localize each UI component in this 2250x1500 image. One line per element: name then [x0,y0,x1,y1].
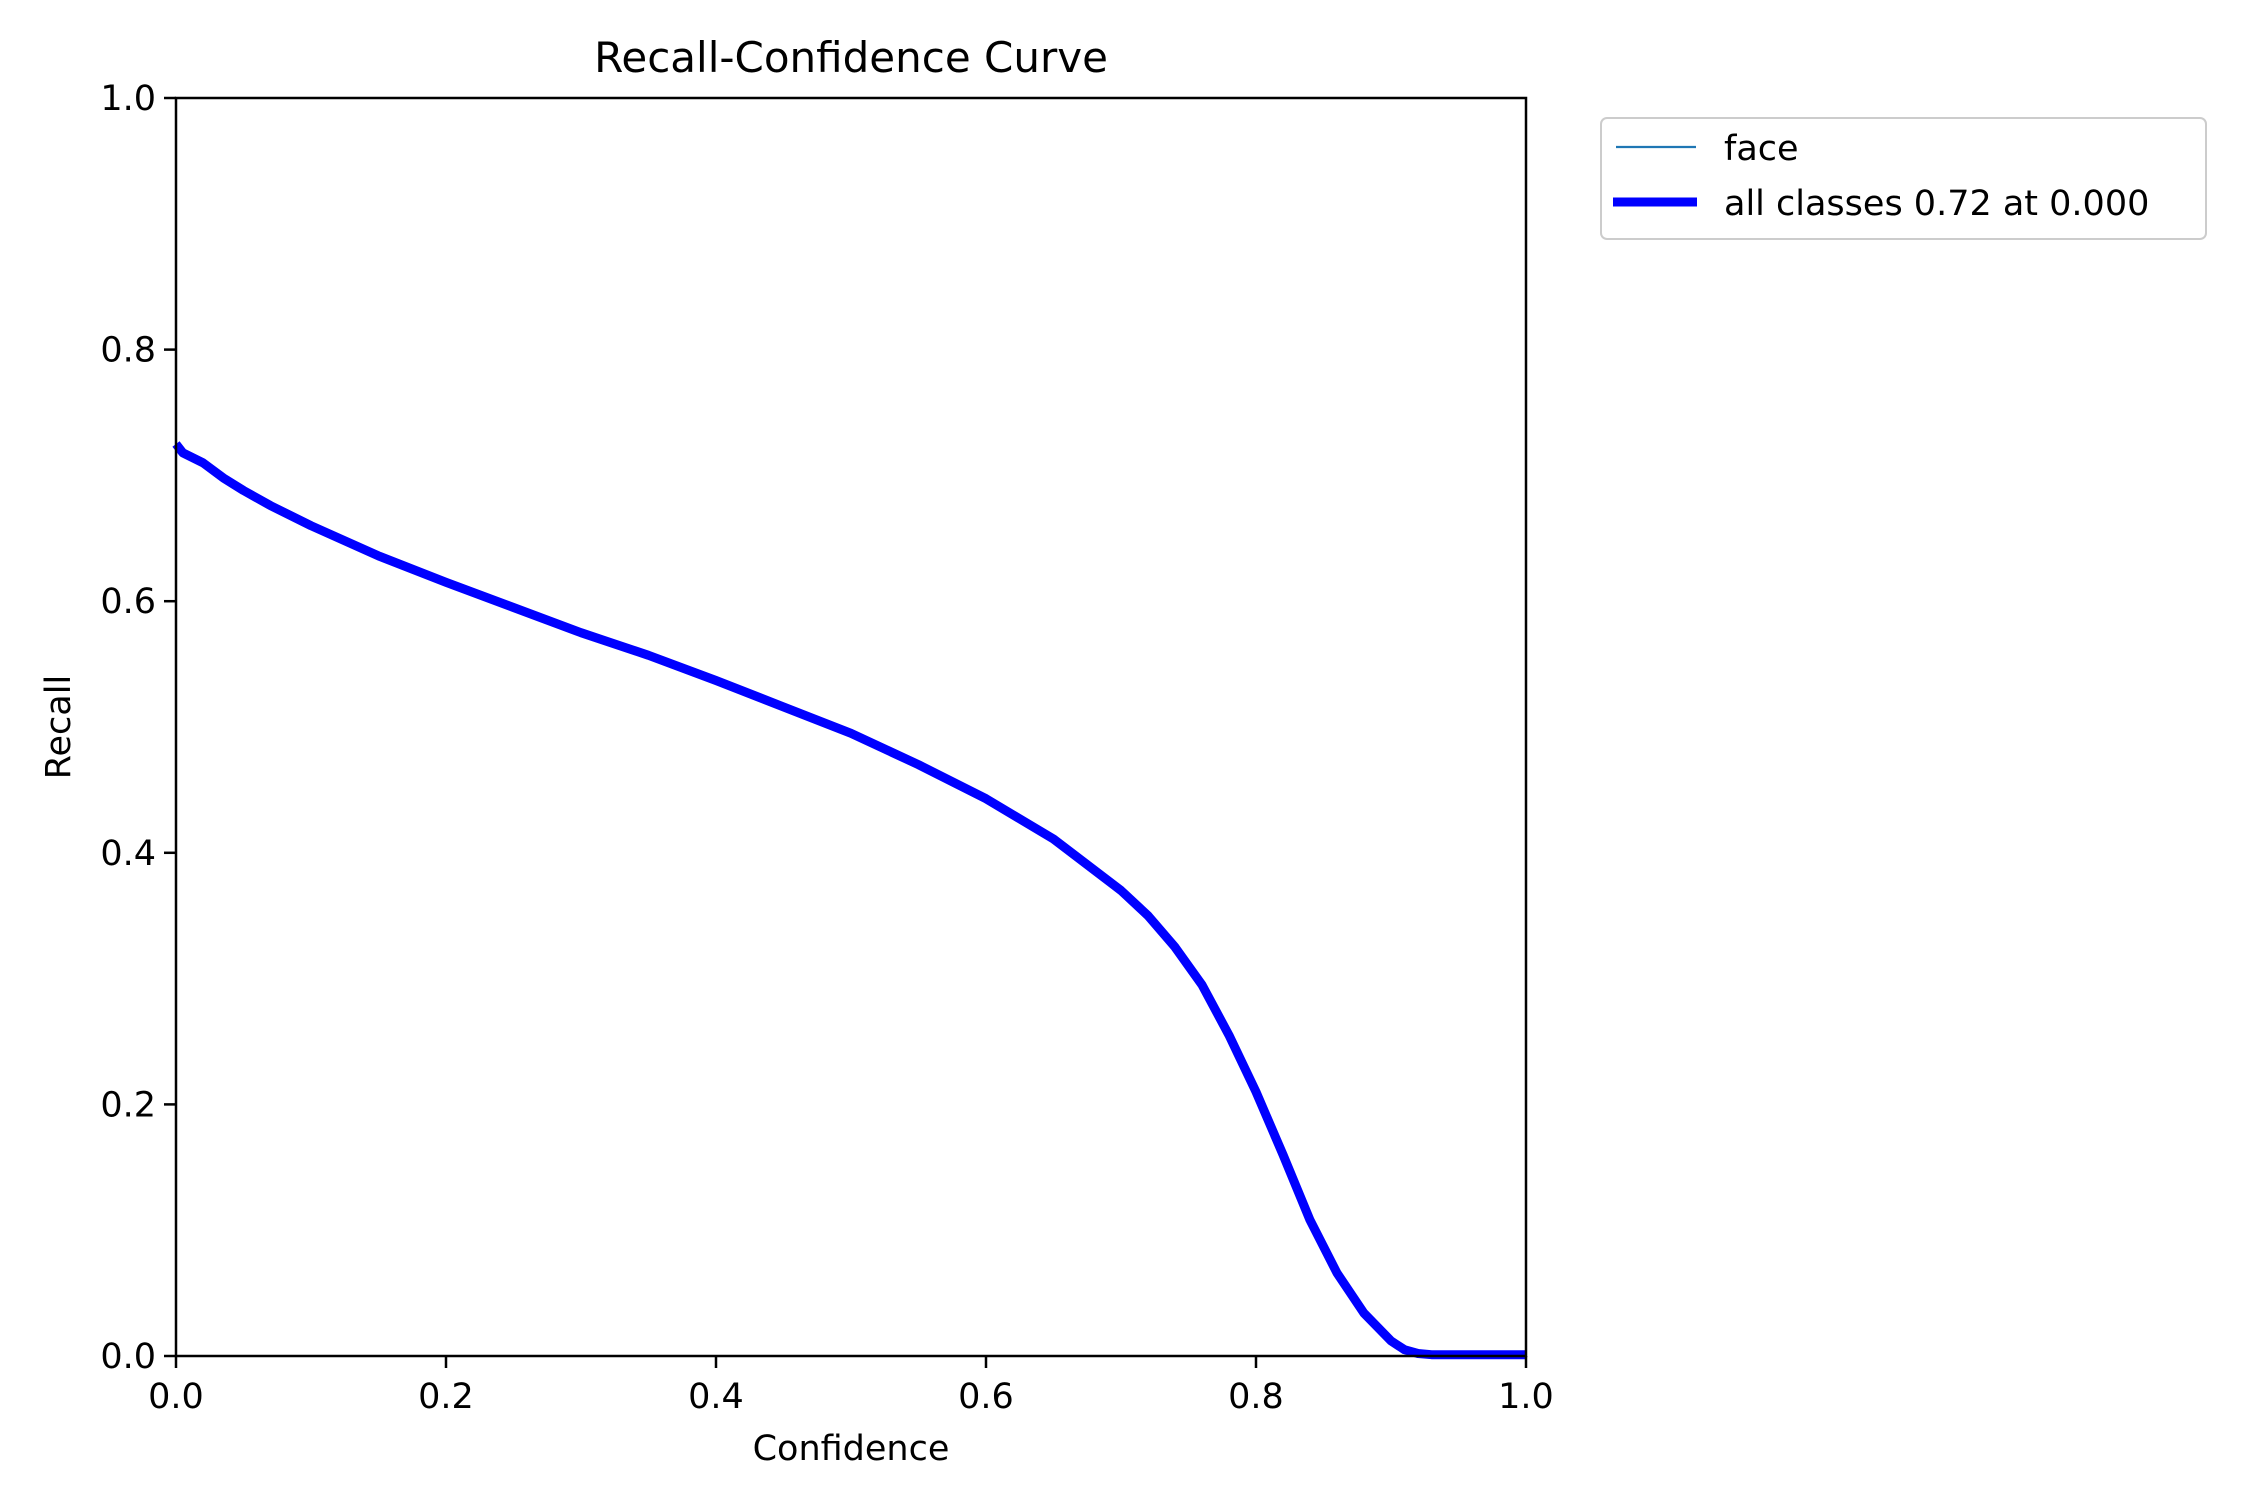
y-tick-label: 0.0 [100,1337,156,1377]
plot-frame [174,96,1528,1358]
legend: face all classes 0.72 at 0.000 [1600,117,2207,240]
x-tick-label: 0.4 [688,1377,744,1417]
y-tick-label: 0.4 [100,834,156,874]
x-axis-ticks: 0.0 0.2 0.4 0.6 0.8 1.0 [148,1356,1554,1417]
x-axis-label: Confidence [753,1429,950,1469]
series-line-all-classes [172,441,1526,1360]
x-tick-label: 0.2 [418,1377,474,1417]
y-tick-label: 0.6 [100,582,156,622]
series-group [172,441,1526,1360]
x-tick-label: 0.8 [1228,1377,1284,1417]
y-tick-label: 1.0 [100,79,156,119]
y-tick-label: 0.2 [100,1085,156,1125]
legend-label-all-classes: all classes 0.72 at 0.000 [1724,184,2149,224]
legend-frame [1600,117,2207,240]
x-tick-label: 1.0 [1498,1377,1554,1417]
y-tick-label: 0.8 [100,331,156,371]
legend-label-face: face [1724,129,1799,169]
x-tick-label: 0.6 [958,1377,1014,1417]
y-axis-label: Recall [39,675,79,779]
y-axis-ticks: 0.0 0.2 0.4 0.6 0.8 1.0 [100,79,176,1377]
chart-title: Recall-Confidence Curve [594,33,1108,82]
x-tick-label: 0.0 [148,1377,204,1417]
